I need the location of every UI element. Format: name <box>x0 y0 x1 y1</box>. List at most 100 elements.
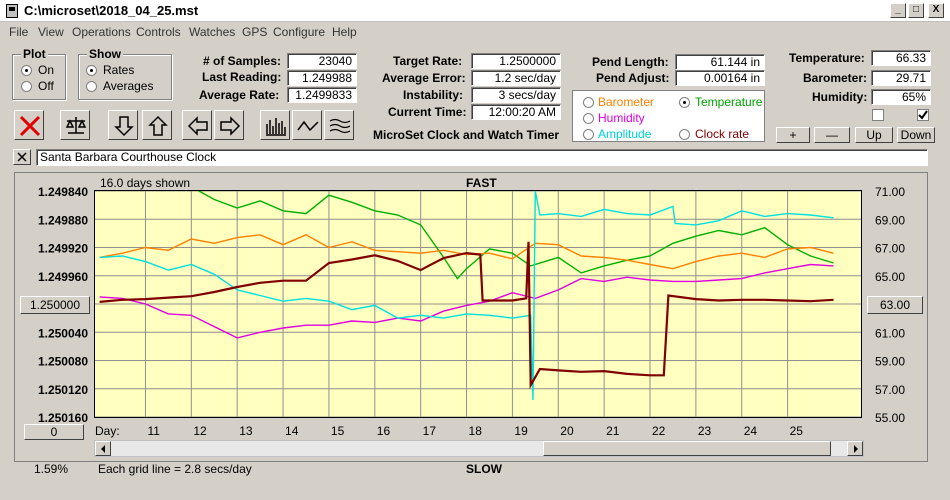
program-title: MicroSet Clock and Watch Timer <box>373 128 560 142</box>
close-clock-button[interactable] <box>13 149 31 165</box>
balance-scale-icon <box>65 117 87 134</box>
env-checkbox-2[interactable] <box>917 109 929 121</box>
plot-off-radio[interactable] <box>21 81 32 92</box>
plot-area <box>94 190 862 418</box>
barometer-label: Barometer: <box>803 71 868 85</box>
balance-button[interactable] <box>60 110 90 140</box>
samples-value: 23040 <box>287 53 357 69</box>
series-line-amplitude <box>99 191 834 401</box>
plot-on-radio[interactable] <box>21 65 32 76</box>
close-icon <box>17 152 27 162</box>
minus-button[interactable]: — <box>814 127 850 143</box>
average-rate-value: 1.2499833 <box>287 87 357 103</box>
left-axis-center-button[interactable]: 1.250000 <box>20 296 90 314</box>
env-checkbox-1[interactable] <box>872 109 884 121</box>
last-reading-value: 1.249988 <box>287 70 357 86</box>
red-x-icon <box>19 115 41 137</box>
arrow-right-icon <box>220 116 241 136</box>
offset-button[interactable]: 0 <box>24 424 84 440</box>
grid-note-label: Each grid line = 2.8 secs/day <box>98 462 252 476</box>
arrow-up-icon <box>148 115 168 136</box>
barometer-value: 29.71 <box>871 70 931 86</box>
app-icon[interactable] <box>6 4 18 18</box>
barometer-option-label: Barometer <box>598 95 655 109</box>
line-graph-button[interactable] <box>292 110 322 140</box>
minimize-button[interactable]: _ <box>890 3 906 18</box>
clear-button[interactable] <box>14 110 44 140</box>
target-rate-label: Target Rate: <box>393 54 463 68</box>
close-button[interactable]: X <box>928 3 944 18</box>
clock-rate-option-label: Clock rate <box>695 127 750 141</box>
clock-name-input[interactable]: Santa Barbara Courthouse Clock <box>36 149 928 166</box>
humidity-radio[interactable] <box>583 113 594 124</box>
multi-trace-icon <box>329 118 351 134</box>
humidity-option-label: Humidity <box>598 111 645 125</box>
series-line-clock-rate <box>99 241 834 390</box>
scroll-left-icon <box>101 445 105 453</box>
menu-file[interactable]: File <box>9 25 29 39</box>
temperature-radio[interactable] <box>679 97 690 108</box>
show-averages-label: Averages <box>103 79 154 93</box>
show-group-title: Show <box>87 47 123 61</box>
menu-help[interactable]: Help <box>332 25 357 39</box>
average-error-label: Average Error: <box>382 71 466 85</box>
show-rates-label: Rates <box>103 63 135 77</box>
plot-group: Plot <box>12 47 66 100</box>
up-button[interactable]: Up <box>855 127 893 143</box>
average-rate-label: Average Rate: <box>199 88 280 102</box>
right-arrow-button[interactable] <box>214 110 244 140</box>
title-bar: C:\microset\2018_04_25.mst _ □ X <box>0 0 950 22</box>
down-arrow-button[interactable] <box>108 110 138 140</box>
temperature-value: 66.33 <box>871 50 931 66</box>
pend-adjust-value: 0.00164 in <box>675 70 765 86</box>
plus-button[interactable]: + <box>776 127 810 143</box>
samples-label: # of Samples: <box>203 54 282 68</box>
rate-chart <box>95 191 861 417</box>
plot-off-label: Off <box>38 79 54 93</box>
maximize-button[interactable]: □ <box>908 3 924 18</box>
scroll-thumb[interactable] <box>543 441 831 456</box>
barometer-radio[interactable] <box>583 97 594 108</box>
menu-operations[interactable]: Operations <box>72 25 131 39</box>
pend-length-value[interactable]: 61.144 in <box>675 54 765 70</box>
multi-trace-button[interactable] <box>324 110 354 140</box>
up-arrow-button[interactable] <box>142 110 172 140</box>
scroll-right-button[interactable] <box>847 441 863 456</box>
chart-frame <box>14 172 928 462</box>
down-button[interactable]: Down <box>897 127 935 143</box>
menu-controls[interactable]: Controls <box>136 25 181 39</box>
plot-group-title: Plot <box>21 47 48 61</box>
line-graph-icon <box>297 120 319 132</box>
average-error-value: 1.2 sec/day <box>471 70 561 86</box>
target-rate-value[interactable]: 1.2500000 <box>471 53 561 69</box>
instability-label: Instability: <box>403 88 464 102</box>
series-line-humidity <box>99 263 834 339</box>
scroll-left-button[interactable] <box>95 441 111 456</box>
amplitude-radio[interactable] <box>583 129 594 140</box>
bar-graph-button[interactable] <box>260 110 290 140</box>
right-axis-center-button[interactable]: 63.00 <box>867 296 923 314</box>
show-rates-radio[interactable] <box>86 65 97 76</box>
left-arrow-button[interactable] <box>182 110 212 140</box>
menu-gps[interactable]: GPS <box>242 25 268 39</box>
clock-rate-radio[interactable] <box>679 129 690 140</box>
day-axis-label: Day: <box>95 424 120 438</box>
menu-view[interactable]: View <box>38 25 64 39</box>
series-line-barometer <box>99 234 834 270</box>
show-averages-radio[interactable] <box>86 81 97 92</box>
temperature-option-label: Temperature <box>695 95 763 109</box>
show-group: Show <box>78 47 172 100</box>
plot-on-label: On <box>38 63 55 77</box>
arrow-down-icon <box>114 116 134 137</box>
chart-scrollbar[interactable] <box>94 440 864 457</box>
menu-bar: File View Operations Controls Watches GP… <box>0 22 950 42</box>
days-shown-label: 16.0 days shown <box>100 176 191 190</box>
menu-watches[interactable]: Watches <box>189 25 236 39</box>
series-line-temperature <box>197 191 834 280</box>
bar-graph-icon <box>266 118 286 136</box>
menu-configure[interactable]: Configure <box>273 25 326 39</box>
last-reading-label: Last Reading: <box>202 70 282 84</box>
slow-label: SLOW <box>466 462 502 476</box>
current-time-value: 12:00:20 AM <box>471 104 561 120</box>
sensor-options-box <box>572 90 765 142</box>
